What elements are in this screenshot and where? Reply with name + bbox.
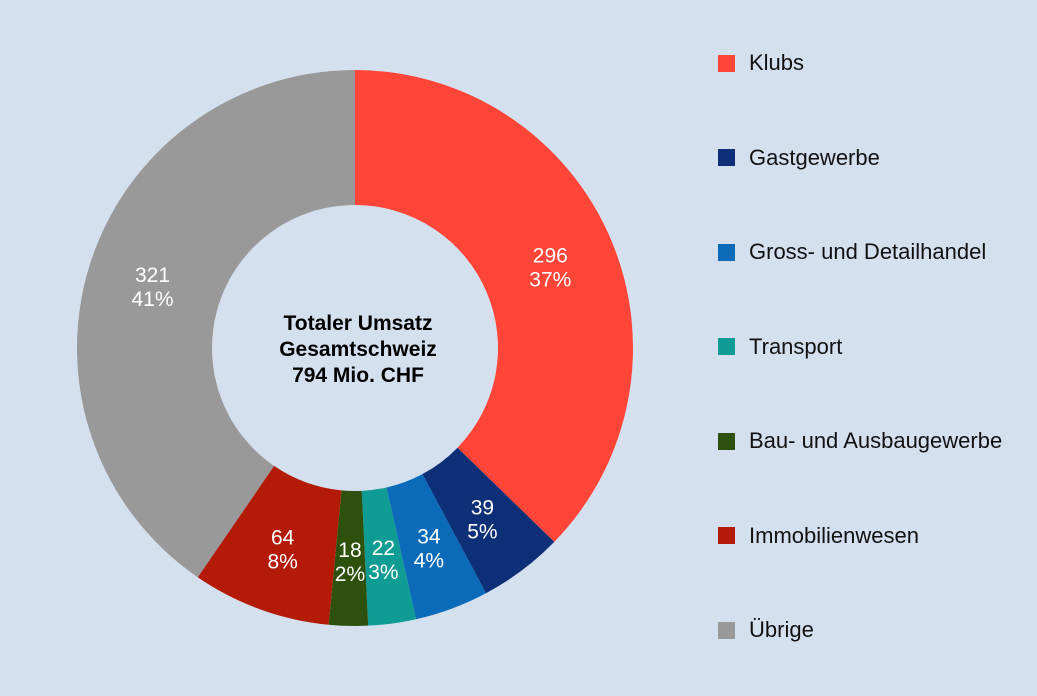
legend-swatch <box>718 243 735 261</box>
slice-percent-label: 41% <box>131 288 173 311</box>
legend-label: Gastgewerbe <box>749 144 880 170</box>
center-title-line-2: Gesamtschweiz <box>279 338 437 361</box>
slice-value-label: 296 <box>533 245 568 268</box>
legend-item: Bau- und Ausbaugewerbe <box>718 424 1002 458</box>
slice-percent-label: 37% <box>529 269 571 292</box>
slice-value-label: 18 <box>338 539 361 562</box>
center-title-line-1: Totaler Umsatz <box>284 312 433 335</box>
slice-percent-label: 4% <box>414 550 444 573</box>
slice-immobilienwesen <box>197 465 342 625</box>
slice-group <box>77 70 633 627</box>
legend-swatch <box>718 338 735 355</box>
legend-item: Gastgewerbe <box>718 141 880 175</box>
legend-label: Immobilienwesen <box>749 522 919 548</box>
slice-percent-label: 5% <box>467 520 497 543</box>
legend-label: Gross- und Detailhandel <box>749 239 987 264</box>
slice-percent-label: 2% <box>335 563 365 586</box>
legend-item: Gross- und Detailhandel <box>718 235 986 269</box>
slice-bau-und-ausbaugewerbe <box>328 490 369 627</box>
legend-item: Klubs <box>718 46 804 80</box>
slice-value-label: 321 <box>135 264 170 287</box>
slice-value-label: 64 <box>271 526 295 549</box>
legend-item: Immobilienwesen <box>718 519 919 553</box>
legend-label: Übrige <box>749 617 814 642</box>
slice-gastgewerbe <box>422 447 555 594</box>
legend-item: Transport <box>718 330 842 364</box>
slice-transport <box>361 487 417 626</box>
legend-swatch <box>718 54 735 72</box>
slice-percent-label: 3% <box>368 561 398 584</box>
legend-item: Übrige <box>718 613 814 647</box>
center-label: Totaler Umsatz Gesamtschweiz 794 Mio. CH… <box>279 312 437 387</box>
legend-swatch <box>718 527 735 544</box>
legend-swatch <box>718 621 735 639</box>
slice-percent-label: 8% <box>267 550 297 573</box>
slice-klubs <box>355 70 633 542</box>
slice-value-label: 34 <box>417 526 441 549</box>
legend-label: Klubs <box>749 50 805 75</box>
legend-label: Bau- und Ausbaugewerbe <box>749 428 1003 453</box>
center-total: 794 Mio. CHF <box>292 364 424 387</box>
slice-value-label: 22 <box>372 537 395 560</box>
legend-swatch <box>718 432 735 450</box>
slice-übrige <box>77 70 355 578</box>
legend-swatch <box>718 149 735 166</box>
slice-value-label: 39 <box>471 496 494 519</box>
slice-gross-und-detailhandel <box>386 474 486 620</box>
legend-label: Transport <box>749 333 843 359</box>
